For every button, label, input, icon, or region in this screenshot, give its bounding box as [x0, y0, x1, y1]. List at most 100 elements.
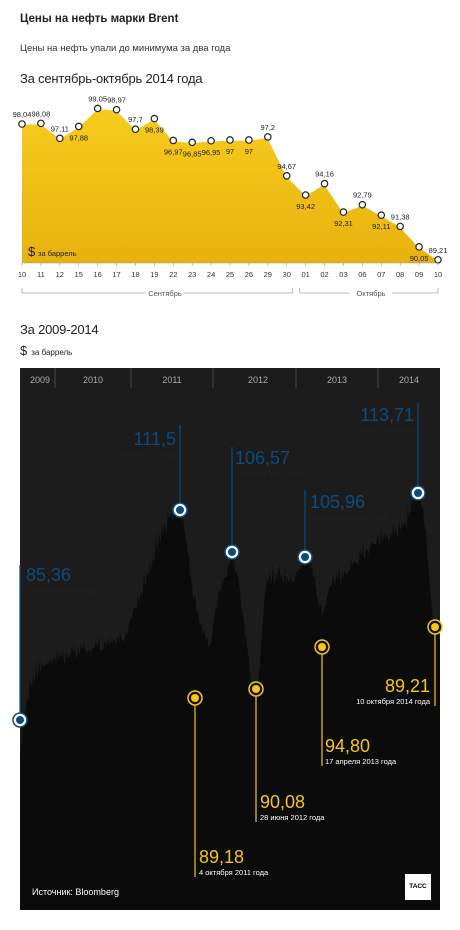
value-label: 96,95 [202, 148, 221, 157]
low-date: 28 июня 2012 года [260, 813, 325, 822]
x-tick-label: 11 [37, 270, 45, 279]
value-label: 98,04 [13, 110, 32, 119]
value-label: 92,31 [334, 219, 353, 228]
chart2-unit: $ за баррель [20, 343, 72, 358]
data-point [169, 136, 178, 145]
value-label: 91,38 [391, 212, 410, 221]
x-tick-label: 24 [207, 270, 215, 279]
data-point [74, 122, 83, 131]
data-point [301, 191, 310, 199]
high-marker-dot [176, 506, 184, 514]
x-tick-label: 08 [396, 270, 404, 279]
high-marker-dot [16, 716, 24, 724]
data-point [56, 134, 64, 143]
price-silhouette [20, 489, 440, 910]
chart1: 98,04 10 98,08 11 97,11 12 97,88 15 99,05 16 98,97… [13, 94, 448, 298]
high-value: 85,36 [26, 565, 71, 585]
value-label: 96,85 [183, 149, 202, 158]
high-value: 113,71 [360, 405, 414, 425]
x-tick-label: 30 [283, 270, 291, 279]
high-value: 105,96 [310, 492, 365, 512]
x-tick-label: 25 [226, 270, 234, 279]
x-tick-label: 10 [18, 270, 26, 279]
x-tick-label: 07 [377, 270, 385, 279]
value-label: 99,05 [88, 94, 107, 103]
high-marker-dot [228, 548, 236, 556]
low-value: 89,21 [385, 676, 430, 696]
low-date: 10 октября 2014 года [356, 697, 431, 706]
tass-logo: ТАСС [405, 874, 431, 900]
x-tick-label: 18 [131, 270, 139, 279]
data-point [320, 179, 329, 188]
value-label: 98,97 [107, 96, 126, 105]
data-point [358, 200, 367, 209]
year-label: 2009 [30, 375, 50, 385]
value-label: 97 [226, 147, 234, 156]
data-point [93, 104, 102, 113]
x-tick-label: 02 [320, 270, 328, 279]
main-title: Цены на нефть марки Brent [20, 13, 179, 25]
high-date: 22 июля 2011 года [112, 450, 177, 459]
chart1-title: За сентябрь-октябрь 2014 года [20, 71, 203, 86]
value-label: 97 [245, 147, 253, 156]
data-point [282, 172, 291, 180]
low-marker-dot [252, 685, 260, 693]
value-label: 98,08 [32, 109, 51, 118]
unit-label: за баррель [38, 249, 77, 258]
data-point [188, 138, 196, 147]
year-label: 2014 [399, 375, 419, 385]
x-tick-label: 12 [56, 270, 64, 279]
high-date: 19 июня 2014 года [350, 426, 415, 435]
high-value: 111,5 [134, 429, 176, 449]
data-point [377, 211, 386, 219]
value-label: 97,11 [51, 124, 69, 133]
year-label: 2011 [162, 375, 181, 385]
high-date: 26 августа 2009 года [26, 586, 99, 595]
data-point [37, 119, 45, 128]
low-value: 94,80 [325, 736, 370, 756]
x-tick-label: 06 [358, 270, 366, 279]
x-tick-label: 10 [434, 270, 442, 279]
value-label: 94,16 [315, 170, 334, 179]
data-point [131, 125, 140, 134]
low-value: 89,18 [199, 847, 244, 867]
high-date: 19 марта 2012 года [235, 469, 303, 478]
x-tick-label: 03 [339, 270, 347, 279]
value-label: 90,05 [410, 254, 429, 263]
x-tick-label: 15 [75, 270, 83, 279]
x-tick-label: 29 [264, 270, 272, 279]
high-date: 14 февраля 2013 года [310, 513, 388, 522]
high-marker-dot [414, 489, 422, 497]
subtitle: Цены на нефть упали до минимума за два г… [20, 43, 231, 54]
value-label: 97,2 [261, 123, 276, 132]
low-marker-dot [191, 694, 199, 702]
x-tick-label: 01 [301, 270, 309, 279]
data-point [339, 208, 348, 216]
data-point [245, 136, 253, 144]
x-tick-label: 09 [415, 270, 423, 279]
year-label: 2010 [83, 375, 103, 385]
data-point [415, 243, 423, 251]
low-date: 17 апреля 2013 года [325, 757, 397, 766]
data-point [396, 222, 404, 231]
x-tick-label: 26 [245, 270, 253, 279]
data-point [150, 114, 159, 123]
value-label: 98,39 [145, 126, 164, 135]
price-area [22, 108, 438, 263]
high-marker-dot [301, 553, 309, 561]
data-point [207, 136, 215, 145]
value-label: 92,79 [353, 191, 372, 200]
month-label: Октябрь [356, 289, 385, 298]
value-label: 97,88 [69, 133, 88, 142]
dollar-symbol: $ [28, 244, 36, 259]
value-label: 89,21 [429, 246, 448, 255]
year-label: 2012 [248, 375, 268, 385]
low-date: 4 октября 2011 года [199, 868, 269, 877]
data-point [264, 133, 272, 141]
x-tick-label: 22 [169, 270, 177, 279]
data-point [112, 105, 121, 114]
x-tick-label: 23 [188, 270, 196, 279]
unit-label: за баррель [31, 348, 73, 357]
low-marker-dot [431, 623, 439, 631]
